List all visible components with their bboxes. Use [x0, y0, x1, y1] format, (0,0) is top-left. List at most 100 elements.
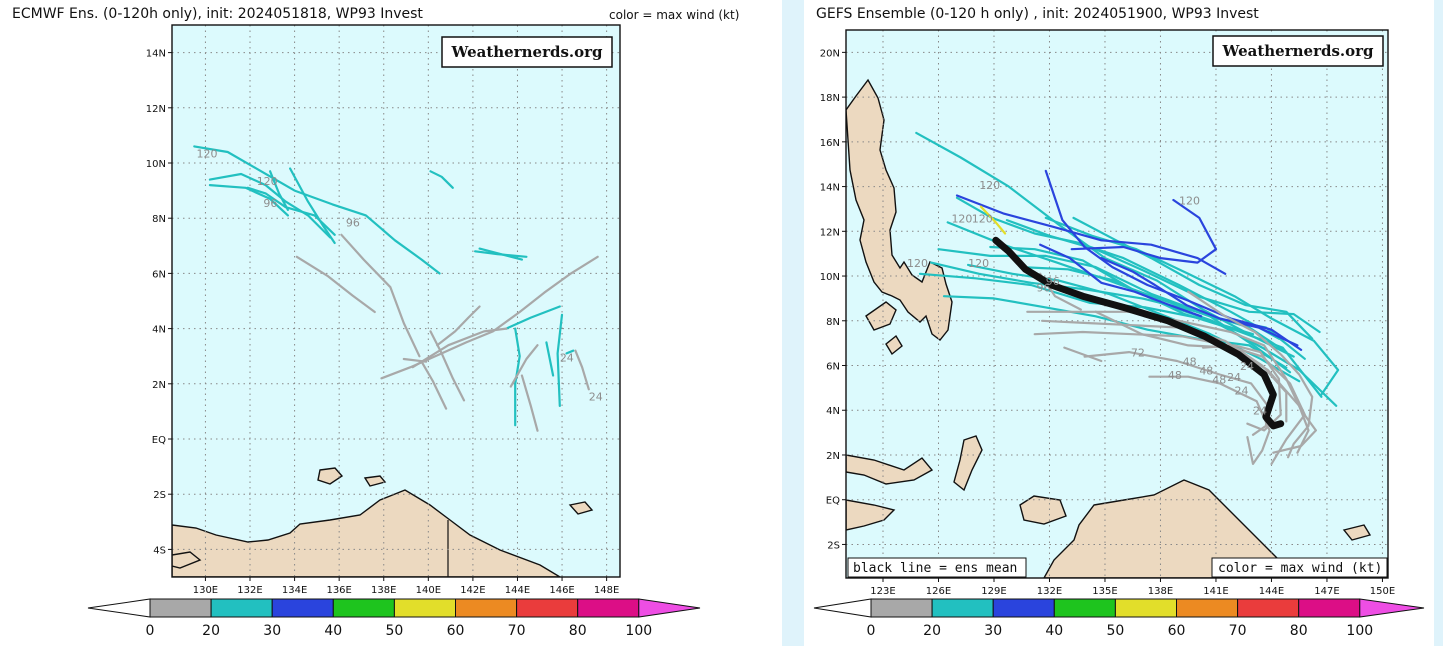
forecast-hour-label: 24	[1227, 371, 1241, 384]
colorbar-tick-label: 80	[569, 623, 587, 639]
ecmwf-ensemble-panel: ECMWF Ens. (0-120h only), init: 20240518…	[0, 0, 782, 646]
landmass	[317, 467, 344, 485]
ecmwf-gridlines	[172, 25, 620, 577]
x-tick-label: 138E	[1148, 586, 1173, 597]
x-tick-label: 141E	[1203, 586, 1228, 597]
y-tick-label: 2N	[826, 451, 840, 462]
gefs-legend-boxes: black line = ens mean color = max wind (k…	[847, 557, 1388, 578]
forecast-hour-label: 120	[972, 212, 993, 225]
y-tick-label: 2S	[827, 540, 840, 551]
y-tick-label: 20N	[820, 48, 840, 59]
forecast-hour-label: 96	[263, 197, 277, 210]
y-tick-label: 8N	[826, 317, 840, 328]
left-land-masses	[172, 467, 594, 577]
colorbar-tick-label: 70	[1229, 623, 1247, 639]
ensemble-track	[937, 248, 1292, 374]
x-tick-label: 135E	[1092, 586, 1117, 597]
colorbar-arrow-right	[638, 598, 701, 618]
color-legend-box	[1211, 557, 1388, 578]
ecmwf-watermark: Weathernerds.org	[441, 36, 613, 68]
x-tick-label: 148E	[594, 585, 619, 596]
forecast-hour-label: 96	[1046, 275, 1060, 288]
colorbar-tick-label: 20	[923, 623, 941, 639]
ensemble-track	[979, 205, 1007, 235]
colorbar-tick-label: 50	[385, 623, 403, 639]
x-tick-label: 132E	[1037, 586, 1062, 597]
ensemble-track	[429, 330, 466, 402]
x-tick-label: 129E	[981, 586, 1006, 597]
ensemble-track	[1072, 216, 1314, 340]
forecast-hour-label: 120	[197, 147, 218, 160]
y-tick-label: 8N	[152, 214, 166, 225]
landmass	[1342, 524, 1372, 541]
forecast-hour-label: 24	[560, 352, 574, 365]
colorbar-segment	[1114, 598, 1177, 618]
ensemble-track	[420, 360, 448, 410]
ecmwf-chart-title: ECMWF Ens. (0-120h only), init: 20240518…	[12, 6, 423, 22]
x-tick-label: 147E	[1314, 586, 1339, 597]
ensemble-track	[478, 247, 524, 261]
ensemble-track	[429, 170, 454, 189]
y-tick-label: 10N	[820, 272, 840, 283]
gefs-colorbar: 0 20 30 40 50 60 70 80 100	[813, 598, 1425, 639]
y-tick-label: 10N	[146, 159, 166, 170]
gefs-ensemble-panel: GEFS Ensemble (0-120 h only) , init: 202…	[804, 0, 1434, 646]
colorbar-tick-label: 40	[1045, 623, 1063, 639]
colorbar-tick-label: 60	[1168, 623, 1186, 639]
ensemble-track	[565, 349, 575, 355]
colorbar-segment	[1298, 598, 1361, 618]
colorbar-segment	[992, 598, 1055, 618]
colorbar-segment	[577, 598, 640, 618]
ensemble-track	[942, 295, 1288, 369]
ensemble-track	[520, 374, 539, 432]
y-tick-label: EQ	[826, 496, 840, 507]
colorbar-tick-label: 70	[508, 623, 526, 639]
y-tick-label: 12N	[820, 227, 840, 238]
forecast-hour-label: 120	[257, 175, 278, 188]
ecmwf-color-note: color = max wind (kt)	[609, 8, 740, 22]
forecast-hour-label: 120	[951, 212, 972, 225]
ensemble-track	[289, 167, 336, 245]
x-tick-label: 123E	[870, 586, 895, 597]
ecmwf-colorbar: 0 20 30 40 50 60 70 80 100	[87, 598, 701, 639]
watermark-text: Weathernerds.org	[1221, 42, 1374, 60]
ensemble-track	[436, 305, 481, 347]
x-tick-label: 146E	[549, 585, 574, 596]
ensemble-track	[340, 233, 421, 358]
ensemble-track	[411, 327, 508, 369]
forecast-hour-label: 120	[1179, 194, 1200, 207]
x-tick-label: 142E	[460, 585, 485, 596]
colorbar-segment	[931, 598, 994, 618]
ecmwf-axes: 130E 132E 134E 136E 138E 140E 142E 144E 146E 148E…	[146, 49, 620, 596]
ensemble-track	[269, 170, 289, 211]
ensemble-track	[1201, 344, 1282, 432]
colorbar-segment	[870, 598, 933, 618]
ensemble-track	[208, 184, 289, 217]
forecast-hour-label: 48	[1199, 364, 1213, 377]
forecast-hour-label: 24	[1240, 360, 1254, 373]
y-tick-label: 12N	[146, 104, 166, 115]
colorbar-tick-label: 60	[447, 623, 465, 639]
ensemble-track	[1039, 243, 1203, 318]
ensemble-track	[193, 145, 441, 275]
watermark-box	[1212, 35, 1384, 67]
gefs-chart-title: GEFS Ensemble (0-120 h only) , init: 202…	[816, 6, 1259, 22]
colorbar-segment	[393, 598, 456, 618]
colorbar-segment	[210, 598, 273, 618]
ensemble-track	[1044, 169, 1303, 351]
y-tick-label: 14N	[820, 183, 840, 194]
mean-legend-box	[847, 557, 1027, 578]
x-tick-label: 144E	[1259, 586, 1284, 597]
ensemble-track	[1005, 219, 1321, 334]
landmass	[1019, 495, 1067, 525]
watermark-box	[441, 36, 613, 68]
ensemble-track	[1187, 290, 1314, 459]
y-tick-label: 14N	[146, 49, 166, 60]
y-tick-label: 2S	[153, 490, 166, 501]
y-tick-label: EQ	[152, 435, 166, 446]
gefs-map-frame	[845, 29, 1389, 579]
colorbar-tick-label: 100	[1346, 623, 1373, 639]
color-legend-text: color = max wind (kt)	[1218, 561, 1382, 576]
x-tick-label: 150E	[1370, 586, 1395, 597]
y-tick-label: 4N	[826, 406, 840, 417]
